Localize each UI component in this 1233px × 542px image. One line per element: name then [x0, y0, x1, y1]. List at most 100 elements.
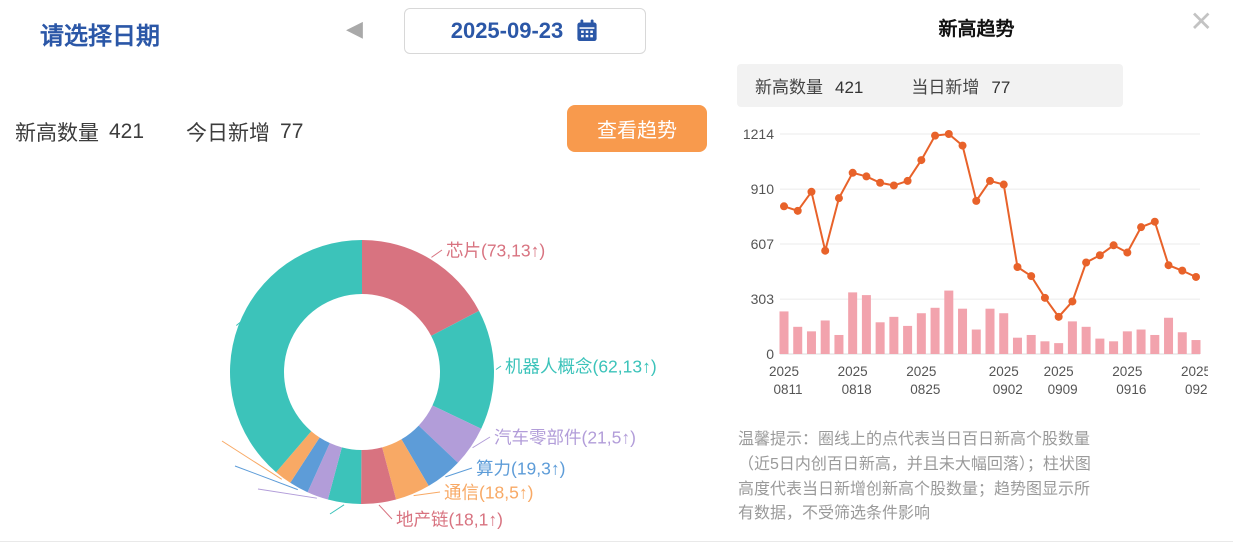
- trend-point[interactable]: [1137, 223, 1146, 232]
- donut-slice-2[interactable]: [418, 405, 482, 463]
- trend-bar[interactable]: [944, 290, 954, 354]
- donut-svg[interactable]: [0, 170, 720, 542]
- trend-bar[interactable]: [779, 311, 789, 354]
- trend-point[interactable]: [821, 246, 830, 255]
- trend-point[interactable]: [1013, 263, 1022, 272]
- donut-slice-5[interactable]: [361, 447, 397, 504]
- trend-point[interactable]: [1082, 258, 1091, 267]
- trend-bar[interactable]: [834, 334, 844, 354]
- donut-slice-1[interactable]: [431, 310, 494, 429]
- main-section: 请选择日期 ◀ 2025-09-23 新高数量 421 今日新增 77: [0, 8, 720, 542]
- trend-point[interactable]: [986, 176, 994, 185]
- trend-bar[interactable]: [930, 307, 940, 354]
- trend-bar[interactable]: [999, 313, 1009, 354]
- trend-bar[interactable]: [958, 308, 968, 354]
- donut-slice-10[interactable]: [230, 240, 362, 473]
- trend-point[interactable]: [1178, 266, 1187, 275]
- donut-slice-3[interactable]: [401, 425, 458, 486]
- sector-donut-chart: 芯片(73,13↑) 机器人概念(62,13↑) 汽车零部件(21,5↑) 算力(19…: [0, 170, 720, 542]
- trend-point[interactable]: [780, 202, 788, 211]
- trend-bar[interactable]: [875, 322, 885, 354]
- trend-bar[interactable]: [1054, 343, 1064, 354]
- trend-bar[interactable]: [1081, 326, 1091, 354]
- trend-point[interactable]: [862, 172, 871, 181]
- trend-point[interactable]: [1027, 272, 1036, 281]
- donut-leader-line: [445, 467, 473, 478]
- trend-bar[interactable]: [889, 316, 899, 354]
- trend-point[interactable]: [1095, 251, 1104, 260]
- trend-point[interactable]: [1192, 272, 1200, 281]
- trend-point[interactable]: [889, 181, 898, 190]
- trend-point[interactable]: [793, 206, 802, 215]
- trend-bar[interactable]: [1109, 341, 1119, 354]
- trend-point[interactable]: [903, 176, 912, 185]
- trend-point[interactable]: [848, 168, 857, 177]
- trend-bar[interactable]: [1136, 329, 1146, 354]
- trend-point[interactable]: [999, 180, 1008, 189]
- donut-leader-line: [431, 249, 443, 258]
- x-tick-date: 0825: [910, 382, 940, 397]
- prev-date-button[interactable]: ◀: [346, 16, 363, 41]
- trend-point[interactable]: [972, 196, 981, 205]
- trend-panel: 新高趋势 ✕ 新高数量 421 当日新增 77 0 303 607 910 1214 2025…: [720, 0, 1233, 541]
- x-tick-year: 2025: [1044, 364, 1074, 379]
- donut-label-10: 其他(163,23↑): [0, 45, 244, 541]
- count-label: 新高数量: [15, 122, 99, 145]
- calendar-icon: [577, 19, 597, 42]
- trend-point[interactable]: [944, 130, 953, 138]
- trend-bar[interactable]: [1095, 338, 1105, 354]
- panel-new-stat: 当日新增 77: [911, 73, 1010, 98]
- donut-label-2: 汽车零部件(21,5↑): [494, 427, 636, 448]
- donut-label-1: 机器人概念(62,13↑): [505, 356, 657, 377]
- trend-point[interactable]: [1054, 312, 1063, 321]
- trend-bar[interactable]: [861, 295, 871, 354]
- trend-bar[interactable]: [848, 292, 858, 354]
- trend-bar[interactable]: [916, 313, 926, 354]
- trend-point[interactable]: [1164, 261, 1173, 270]
- trend-bar[interactable]: [985, 308, 995, 354]
- trend-bar[interactable]: [793, 326, 803, 354]
- trend-bar[interactable]: [1164, 317, 1174, 354]
- view-trend-button[interactable]: 查看趋势: [567, 105, 707, 152]
- trend-point[interactable]: [1150, 217, 1159, 226]
- trend-point[interactable]: [807, 187, 816, 196]
- stats-row: 新高数量 421 今日新增 77: [15, 116, 303, 148]
- trend-bar[interactable]: [1012, 337, 1022, 354]
- date-picker[interactable]: 2025-09-23: [404, 8, 646, 54]
- trend-bar[interactable]: [1150, 334, 1160, 354]
- trend-bar[interactable]: [1067, 321, 1077, 354]
- trend-bar[interactable]: [1122, 331, 1132, 354]
- trend-bar[interactable]: [1191, 340, 1201, 354]
- trend-point[interactable]: [931, 131, 940, 140]
- donut-slice-9[interactable]: [276, 431, 320, 483]
- trend-bar[interactable]: [971, 329, 981, 354]
- donut-slice-6[interactable]: [327, 447, 362, 504]
- donut-label-4: 通信(18,5↑): [444, 482, 534, 503]
- trend-bar[interactable]: [806, 331, 816, 354]
- donut-slice-7[interactable]: [307, 443, 342, 500]
- trend-line: [783, 132, 1197, 319]
- donut-leader-line: [329, 504, 345, 515]
- trend-point[interactable]: [917, 156, 926, 165]
- page-title: 请选择日期: [40, 23, 160, 50]
- trend-point[interactable]: [1123, 248, 1132, 257]
- close-icon[interactable]: ✕: [1189, 6, 1213, 37]
- trend-point[interactable]: [1068, 297, 1077, 306]
- trend-bar[interactable]: [1177, 332, 1187, 354]
- donut-slice-4[interactable]: [382, 439, 429, 500]
- donut-slice-0[interactable]: [362, 240, 480, 336]
- trend-point[interactable]: [1109, 241, 1118, 250]
- donut-slice-8[interactable]: [290, 437, 330, 493]
- trend-point[interactable]: [1040, 293, 1049, 302]
- trend-bar[interactable]: [903, 325, 913, 354]
- trend-bar[interactable]: [820, 320, 830, 354]
- y-tick-label: 607: [751, 236, 775, 252]
- trend-bar[interactable]: [1026, 334, 1036, 354]
- panel-count-value: 421: [835, 78, 864, 97]
- trend-bar[interactable]: [1040, 341, 1050, 354]
- y-tick-label: 0: [766, 346, 774, 362]
- trend-point[interactable]: [876, 178, 885, 187]
- trend-point[interactable]: [834, 194, 843, 203]
- trend-chart[interactable]: 0 303 607 910 1214 2025 0811 2025 0818 2025 0825 20…: [728, 118, 1208, 404]
- trend-point[interactable]: [958, 141, 967, 150]
